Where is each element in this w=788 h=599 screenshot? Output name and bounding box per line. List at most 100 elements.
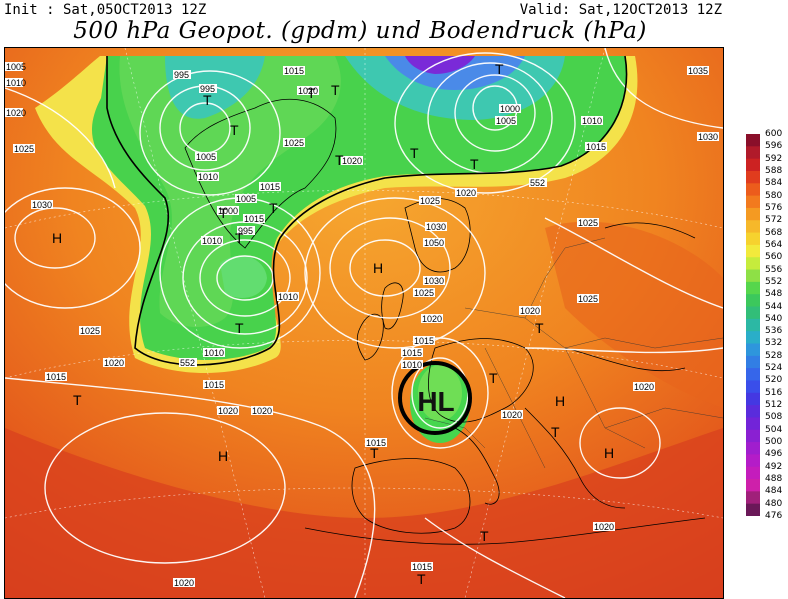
colorbar-label: 564 xyxy=(765,239,783,250)
isobar-label: 1025 xyxy=(14,144,34,154)
isobar-label: 1015 xyxy=(414,336,434,346)
colorbar-cell xyxy=(746,405,760,418)
isobar-label: 1020 xyxy=(218,406,238,416)
colorbar-label: 600 xyxy=(765,129,783,139)
colorbar-cell xyxy=(746,331,760,344)
colorbar-cell xyxy=(746,479,760,492)
colorbar-cell xyxy=(746,170,760,184)
colorbar-cell xyxy=(746,207,760,221)
isobar-label: 1020 xyxy=(634,382,654,392)
highlight-circle: HL xyxy=(398,361,472,435)
colorbar-label: 536 xyxy=(765,326,783,337)
colorbar-label: 544 xyxy=(765,301,783,312)
colorbar-label: 504 xyxy=(765,424,783,435)
isobar-label: 1020 xyxy=(594,522,614,532)
colorbar-label: 496 xyxy=(765,449,783,460)
colorbar-cell xyxy=(746,491,760,505)
low-marker: T xyxy=(495,61,504,77)
isobar-label: 1025 xyxy=(420,196,440,206)
geopotential-contours xyxy=(106,55,628,366)
chart-title: 500 hPa Geopot. (gpdm) und Bodendruck (h… xyxy=(73,18,647,44)
isobar-label: 1025 xyxy=(414,288,434,298)
low-marker: T xyxy=(417,571,426,587)
isobar-label: 1015 xyxy=(284,66,304,76)
country-borders xyxy=(424,237,723,469)
high-marker: H xyxy=(52,230,62,246)
colorbar-cell xyxy=(746,294,760,308)
isobar-label: 1005 xyxy=(6,62,26,72)
low-marker: T xyxy=(235,230,244,246)
isobar-label: 1020 xyxy=(174,578,194,588)
high-marker: H xyxy=(218,448,228,464)
colorbar-cell xyxy=(746,281,760,295)
colorbar-cell xyxy=(746,466,760,480)
colorbar-label: 556 xyxy=(765,264,783,275)
isobar-label: 1020 xyxy=(104,358,124,368)
low-marker: T xyxy=(335,152,344,168)
colorbar-label: 512 xyxy=(765,400,783,411)
low-marker: T xyxy=(489,370,498,386)
coastlines xyxy=(184,98,706,545)
colorbar-label: 516 xyxy=(765,387,783,398)
colorbar-cell xyxy=(746,158,760,172)
isobar-label: 1010 xyxy=(278,292,298,302)
high-marker: H xyxy=(373,260,383,276)
isobar-label: 1030 xyxy=(426,222,446,232)
isobar-label: 1025 xyxy=(80,326,100,336)
colorbar-cell xyxy=(746,220,760,234)
colorbar-label: 596 xyxy=(765,141,783,152)
isobar-label: 1015 xyxy=(46,372,66,382)
colorbar-label: 528 xyxy=(765,350,783,361)
isobar-label: 1010 xyxy=(582,116,602,126)
highlight-label: HL xyxy=(417,386,454,417)
colorbar-label: 532 xyxy=(765,338,783,349)
isobar-label: 1010 xyxy=(204,348,224,358)
colorbar-label: 508 xyxy=(765,412,783,423)
isobar-label: 1025 xyxy=(284,138,304,148)
isobar-label: 1015 xyxy=(244,214,264,224)
colorbar-label: 476 xyxy=(765,511,783,521)
isobar-label: 1005 xyxy=(196,152,216,162)
isobar-label: 1020 xyxy=(6,108,26,118)
colorbar-cell xyxy=(746,368,760,381)
isobar-label: 1000 xyxy=(500,104,520,114)
colorbar-label: 540 xyxy=(765,313,783,324)
colorbar xyxy=(746,134,760,516)
isobar-label: 1015 xyxy=(586,142,606,152)
isobar-label: 1020 xyxy=(252,406,272,416)
colorbar-cell xyxy=(746,146,760,160)
pressure-labels: 1005 1010 1025 1030 995 995 1015 1020 10… xyxy=(5,62,719,588)
colorbar-label: 572 xyxy=(765,215,783,226)
colorbar-cell xyxy=(746,343,760,357)
low-marker: T xyxy=(535,320,544,336)
colorbar-cell xyxy=(746,454,760,468)
colorbar-cell xyxy=(746,318,760,332)
isobar-label: 1020 xyxy=(342,156,362,166)
colorbar-cell xyxy=(746,392,760,406)
colorbar-label: 580 xyxy=(765,190,783,201)
colorbar-label: 520 xyxy=(765,375,783,386)
isobar-label: 1010 xyxy=(202,236,222,246)
geopot-label: 552 xyxy=(180,358,195,368)
isobar-label: 1015 xyxy=(402,348,422,358)
low-marker: T xyxy=(410,145,419,161)
isobar-label: 1005 xyxy=(496,116,516,126)
low-marker: T xyxy=(370,445,379,461)
init-time: Init : Sat,05OCT2013 12Z xyxy=(4,2,207,18)
isobar-label: 1025 xyxy=(578,218,598,228)
low-marker: T xyxy=(470,156,479,172)
valid-time: Valid: Sat,12OCT2013 12Z xyxy=(519,2,722,18)
isobar-label: 1030 xyxy=(698,132,718,142)
isobar-label: 1020 xyxy=(456,188,476,198)
isobar-label: 1020 xyxy=(422,314,442,324)
colorbar-label: 588 xyxy=(765,165,783,176)
isobar-label: 1010 xyxy=(402,360,422,370)
colorbar-label: 592 xyxy=(765,153,783,164)
isobar-label: 1015 xyxy=(366,438,386,448)
isobar-label: 995 xyxy=(174,70,189,80)
low-marker: T xyxy=(235,320,244,336)
isobar-label: 995 xyxy=(200,84,215,94)
isobar-label: 1020 xyxy=(502,410,522,420)
colorbar-cell xyxy=(746,503,760,516)
low-marker: T xyxy=(219,205,228,221)
